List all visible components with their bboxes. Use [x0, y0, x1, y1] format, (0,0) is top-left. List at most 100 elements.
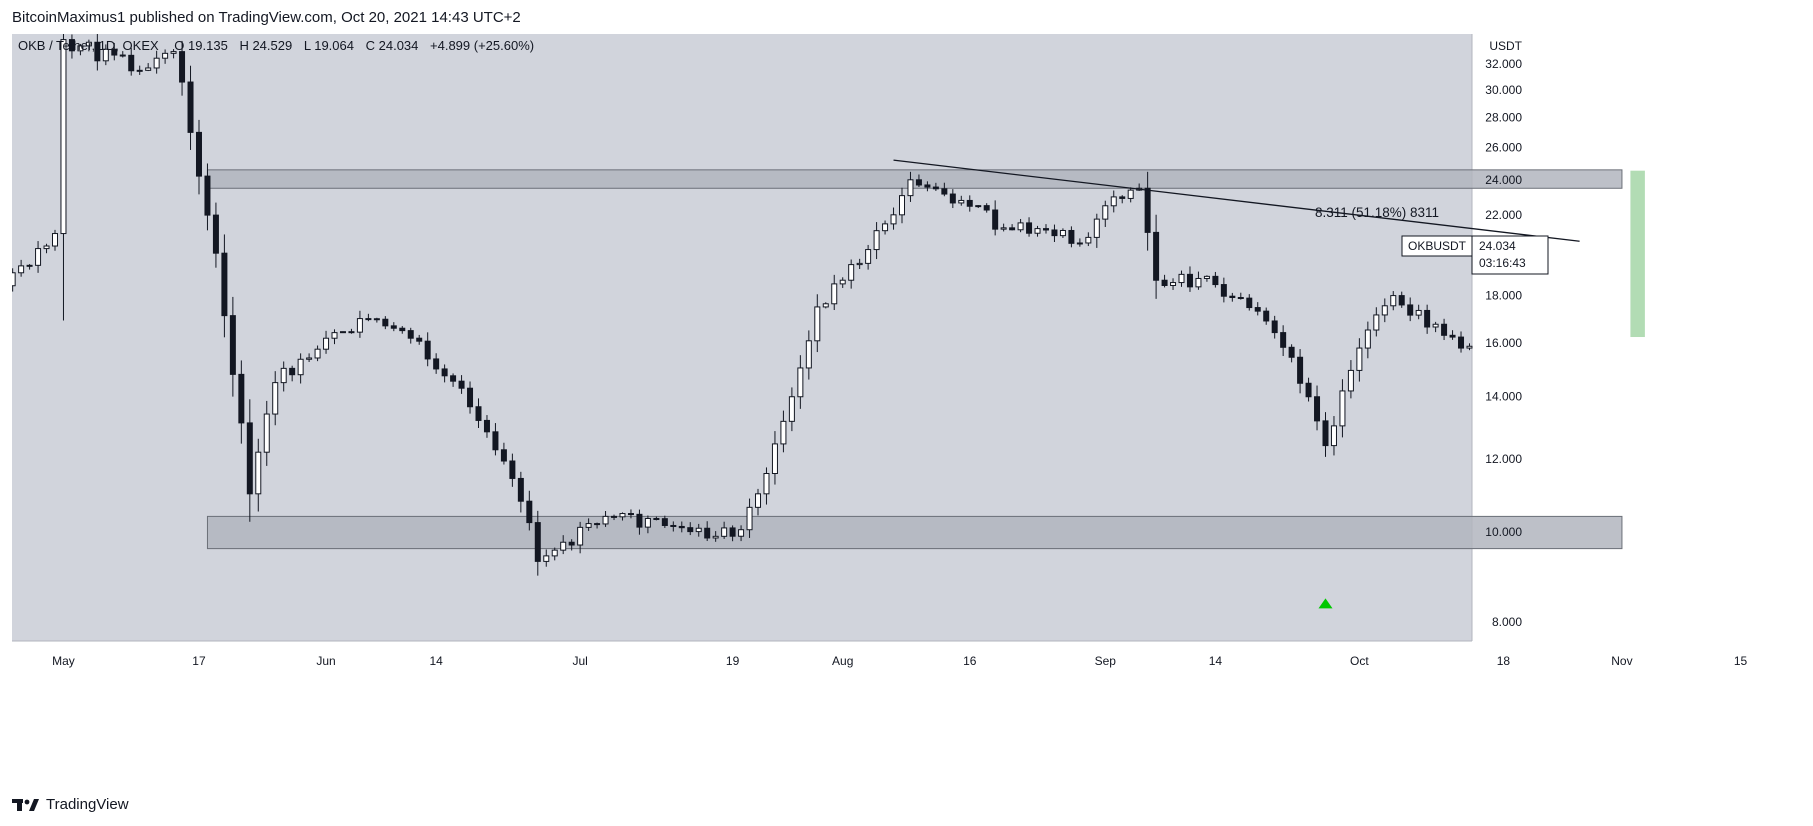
candle-down	[68, 39, 75, 52]
candle-up	[18, 265, 25, 274]
footer-brand[interactable]: TradingView	[12, 793, 129, 815]
legend-low-label: L	[304, 38, 311, 53]
candle-down	[382, 318, 389, 327]
time-tick-label: 15	[1734, 654, 1748, 668]
price-tick-label: 32.000	[1485, 57, 1522, 71]
candle-down	[509, 460, 516, 479]
candle-up	[272, 382, 279, 415]
candle-up	[1466, 345, 1473, 349]
candle-up	[1076, 242, 1083, 245]
candle-down	[221, 252, 228, 317]
price-tick-label: 10.000	[1485, 525, 1522, 539]
legend-high-value: 24.529	[252, 38, 292, 53]
candle-down	[983, 205, 990, 211]
candle-down	[1441, 323, 1448, 336]
candle-up	[763, 473, 770, 495]
candle-up	[356, 318, 363, 333]
candle-down	[1186, 273, 1193, 288]
candle-up	[314, 348, 321, 359]
candle-up	[839, 279, 846, 285]
price-tick-label: 28.000	[1485, 111, 1522, 125]
candle-down	[246, 422, 253, 495]
candle-up	[339, 331, 346, 334]
candle-down	[373, 318, 380, 321]
candle-up	[695, 527, 702, 533]
candle-up	[780, 420, 787, 445]
candle-up	[280, 367, 287, 384]
candle-up	[899, 195, 905, 216]
candle-up	[43, 245, 50, 250]
time-tick-label: 19	[726, 654, 740, 668]
candle-up	[882, 223, 889, 232]
candle-down	[195, 131, 202, 177]
price-tag-value: 24.034	[1479, 239, 1516, 253]
candle-up	[848, 264, 855, 281]
time-tick-label: Oct	[1350, 654, 1369, 668]
candle-up	[755, 493, 762, 508]
candle-up	[890, 214, 897, 225]
candle-up	[1102, 205, 1109, 220]
time-axis-ticks: May 17 Jun 14 Jul 19 Aug 16 Sep 14 Oct 18 Nov 15	[52, 654, 1747, 668]
price-tag-symbol: OKBUSDT	[1408, 239, 1467, 253]
candle-down	[348, 331, 355, 334]
time-tick-label: Nov	[1611, 654, 1632, 668]
candle-up	[145, 67, 152, 71]
price-tick-label: 30.000	[1485, 83, 1522, 97]
candle-up	[306, 357, 313, 360]
candle-down	[111, 48, 118, 56]
candle-up	[873, 230, 880, 251]
candle-down	[924, 184, 931, 188]
candle-up	[585, 523, 592, 528]
candle-up	[1085, 236, 1092, 244]
candle-down	[949, 193, 956, 204]
price-tag: OKBUSDT 24.034 03:16:43	[1401, 235, 1549, 275]
annotations-layer	[893, 159, 1645, 609]
candle-down	[390, 325, 397, 329]
candle-down	[1119, 196, 1126, 199]
candle-up	[602, 515, 609, 525]
candle-down	[534, 522, 541, 562]
candle-up	[26, 264, 33, 267]
candle-up	[102, 48, 109, 62]
candle-down	[212, 214, 219, 254]
time-tick-label: 17	[192, 654, 206, 668]
time-tick-label: 16	[963, 654, 977, 668]
chart-canvas[interactable]: 32.00030.00028.00026.00024.00022.00020.0…	[9, 34, 1800, 782]
legend-close-value: 24.034	[379, 38, 419, 53]
candle-down	[1246, 297, 1253, 309]
candle-down	[1398, 295, 1405, 306]
candle-up	[805, 340, 812, 369]
candle-up	[958, 199, 965, 204]
candle-down	[128, 54, 135, 72]
candle-up	[170, 51, 177, 54]
candle-down	[1042, 228, 1049, 231]
candle-up	[1195, 277, 1202, 288]
time-tick-label: Aug	[832, 654, 853, 668]
price-tick-label: 16.000	[1485, 336, 1522, 350]
candle-up	[1390, 295, 1397, 307]
candle-down	[179, 51, 186, 83]
candle-down	[1009, 227, 1016, 231]
price-tick-label: 8.000	[1492, 615, 1522, 629]
candle-down	[729, 527, 736, 537]
price-tick-label: 26.000	[1485, 141, 1522, 155]
chart-frame[interactable]: 32.00030.00028.00026.00024.00022.00020.0…	[9, 34, 1800, 782]
candle-up	[1110, 196, 1117, 207]
candle-up	[85, 41, 92, 47]
candle-down	[1271, 320, 1278, 334]
candle-down	[1229, 295, 1236, 299]
candle-up	[77, 45, 84, 52]
candle-up	[1093, 218, 1100, 238]
candle-down	[119, 54, 126, 57]
candle-up	[9, 272, 16, 287]
candle-down	[941, 188, 948, 195]
candle-down	[407, 330, 414, 339]
legend-change: +4.899 (+25.60%)	[430, 38, 534, 53]
candle-down	[670, 524, 677, 527]
candle-down	[187, 81, 194, 133]
candle-down	[992, 209, 999, 230]
candle-up	[856, 262, 863, 266]
candle-up	[577, 526, 584, 546]
price-tick-label: 24.000	[1485, 173, 1522, 187]
time-tick-label: 14	[429, 654, 443, 668]
